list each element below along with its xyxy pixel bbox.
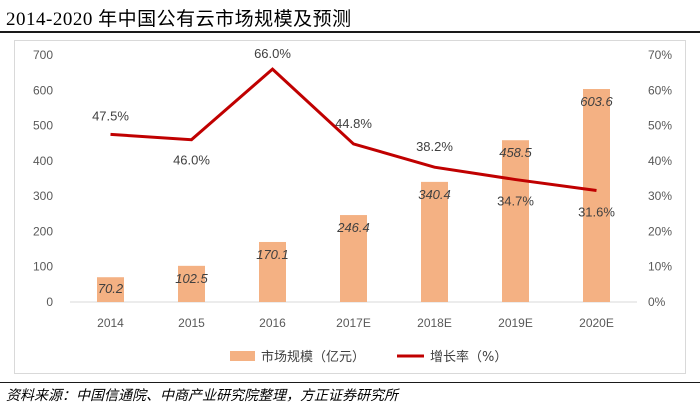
title-rule [0,31,700,33]
legend-swatch-bar [230,351,255,361]
y-left-tick-label: 400 [33,154,53,168]
x-tick-label: 2020E [579,316,614,330]
y-right-tick-label: 20% [648,224,672,238]
y-left-tick-label: 700 [33,48,53,62]
y-right-tick-label: 30% [648,189,672,203]
bar-2014 [97,277,124,302]
x-axis: 2014 2015 2016 2017E 2018E 2019E 2020E [97,316,614,330]
bar-data-label: 340.4 [418,187,451,202]
line-data-label: 66.0% [254,46,291,61]
bar-data-labels: 70.2 102.5 170.1 246.4 340.4 458.5 603.6 [98,94,614,296]
legend: 市场规模（亿元） 增长率（%） [230,349,507,365]
y-right-tick-label: 10% [648,260,672,274]
y-left-tick-label: 500 [33,119,53,133]
bar-2017E [340,215,367,302]
y-right-tick-label: 0% [648,295,666,309]
line-data-label: 34.7% [497,194,534,209]
source-rule [0,382,700,383]
x-tick-label: 2014 [97,316,124,330]
source-note: 资料来源：中国信通院、中商产业研究院整理，方正证券研究所 [6,388,398,404]
bar-2016 [259,241,286,302]
x-tick-label: 2017E [336,316,371,330]
line-data-label: 38.2% [416,139,453,154]
y-axis-right: 0% 10% 20% 30% 40% 50% 60% 70% [648,48,672,309]
bar-2019E [502,140,529,302]
bar-data-label: 246.4 [336,220,370,235]
y-right-tick-label: 60% [648,83,672,97]
y-left-tick-label: 100 [33,260,53,274]
y-left-tick-label: 200 [33,224,53,238]
line-data-label: 31.6% [578,204,615,219]
bar-2020E [583,89,610,302]
y-right-tick-label: 40% [648,154,672,168]
bar-data-label: 458.5 [499,145,532,160]
bar-data-label: 603.6 [580,94,613,109]
x-tick-label: 2015 [178,316,205,330]
line-data-label: 46.0% [173,153,210,168]
bar-data-label: 102.5 [175,271,208,286]
x-tick-label: 2016 [259,316,286,330]
bar-2015 [178,265,205,302]
bar-series [97,89,610,302]
chart-title: 2014-2020 年中国公有云市场规模及预测 [6,9,352,30]
bar-data-label: 170.1 [256,247,289,262]
legend-label-bar: 市场规模（亿元） [261,349,365,365]
y-left-tick-label: 600 [33,83,53,97]
y-left-tick-label: 300 [33,189,53,203]
growth-rate-line [110,67,597,192]
y-right-tick-label: 70% [648,48,672,62]
y-axis-left: 0 100 200 300 400 500 600 700 [33,48,53,309]
line-data-labels: 47.5% 46.0% 66.0% 44.8% 38.2% 34.7% 31.6% [92,46,615,219]
chart-frame [14,40,686,374]
x-tick-label: 2018E [417,316,452,330]
bar-data-label: 70.2 [98,281,124,296]
line-data-label: 44.8% [335,116,372,131]
y-left-tick-label: 0 [46,295,53,309]
legend-label-line: 增长率（%） [430,349,507,365]
x-tick-label: 2019E [498,316,533,330]
bar-2018E [421,181,448,302]
line-data-label: 47.5% [92,108,129,123]
y-right-tick-label: 50% [648,119,672,133]
